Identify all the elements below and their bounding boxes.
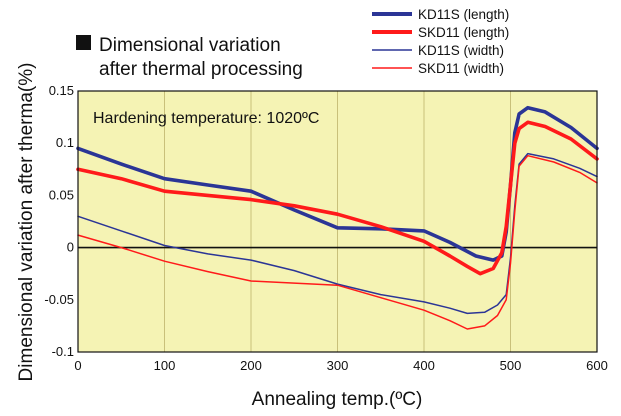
legend-label: KD11S (length) [418,7,509,22]
series-layer [76,105,599,330]
x-tick-label: 0 [74,358,81,373]
legend: KD11S (length) SKD11 (length) KD11S (width… [372,7,509,76]
plot-frame [77,90,598,353]
tick-labels: 0 100 200 300 400 500 600 -0.1 -0.05 0 0.05 0.1 0.15 [44,83,607,373]
chart-title-line-1: Dimensional variation [99,35,281,56]
y-tick-label: 0.15 [49,83,74,98]
y-tick-label: -0.1 [52,344,74,359]
series-line-2 [77,152,598,315]
series-line-1 [76,120,599,276]
hardening-temperature-annotation: Hardening temperature: 1020ºC [93,110,319,127]
y-axis-label: Dimensional variation after therma(%) [16,63,37,382]
legend-label: SKD11 (length) [418,25,509,40]
series-line-0 [76,105,599,262]
legend-label: KD11S (width) [418,43,504,58]
x-tick-label: 500 [500,358,522,373]
chart-title-line-2: after thermal processing [99,59,303,80]
x-tick-label: 300 [327,358,349,373]
x-tick-label: 600 [586,358,608,373]
series-line-3 [77,154,598,330]
x-axis-label: Annealing temp.(ºC) [252,389,423,410]
y-tick-label: 0 [67,240,74,255]
grid-lines [78,91,597,352]
x-tick-label: 400 [413,358,435,373]
x-tick-label: 200 [240,358,262,373]
legend-label: SKD11 (width) [418,61,504,76]
y-tick-label: 0.05 [49,187,74,202]
title-square-icon [76,35,91,50]
y-tick-label: 0.1 [56,135,74,150]
x-tick-label: 100 [154,358,176,373]
y-tick-label: -0.05 [44,292,74,307]
